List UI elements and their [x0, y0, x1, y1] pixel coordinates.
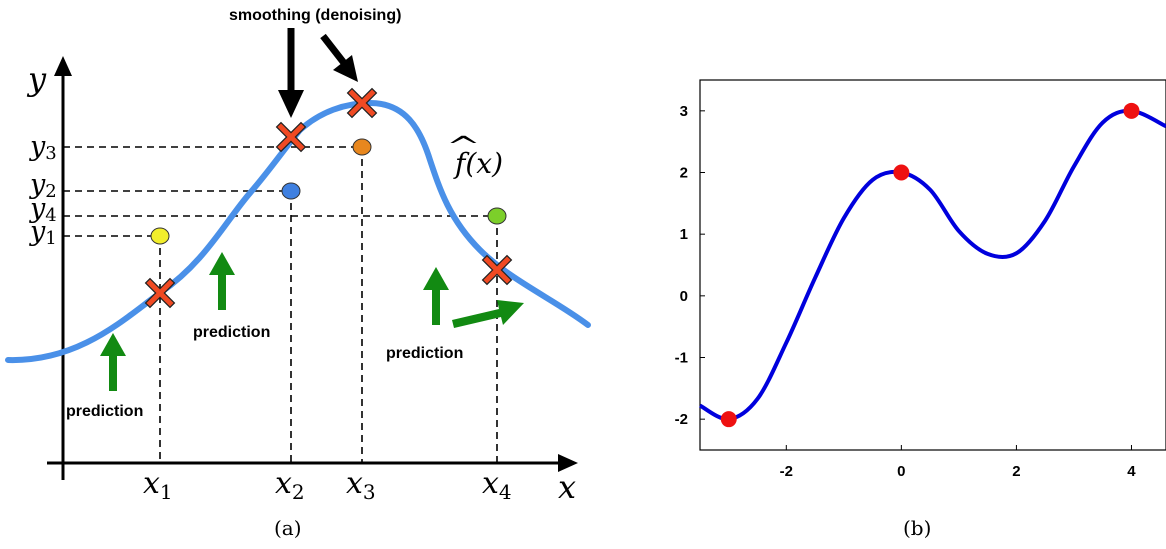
prediction-label-2: prediction	[193, 324, 270, 341]
x1-label: x1	[143, 466, 173, 504]
x3-label: x3	[346, 466, 376, 504]
highlighted-point-2	[893, 164, 910, 181]
y-tick-label: -2	[675, 411, 688, 428]
smoothing-arrow-down-head	[278, 90, 304, 118]
observation-y1	[150, 227, 170, 245]
x-axis-label: x	[558, 468, 576, 506]
y-tick-label: 1	[680, 226, 688, 243]
highlighted-points	[720, 102, 1140, 428]
caption-b: (b)	[903, 516, 931, 540]
x-tick-label: 4	[1127, 463, 1136, 480]
tick-labels: -2 0 2 4 3 2 1 0 -1 -2	[675, 103, 1137, 480]
smoothing-arrow-diagonal	[320, 33, 347, 66]
dashed-guides	[63, 146, 498, 463]
y-axis-label: y	[26, 60, 47, 98]
y1-label: y1	[29, 216, 57, 249]
tick-marks	[700, 110, 1132, 450]
x2-label: x2	[275, 466, 305, 504]
y-point-labels: y3 y2 y4 y1	[29, 131, 57, 249]
y3-label: y3	[29, 131, 57, 164]
curve-label: f(x)	[453, 147, 503, 180]
prediction-label-3: prediction	[386, 345, 463, 362]
smoothing-label: smoothing (denoising)	[229, 7, 401, 24]
x4-label: x4	[482, 466, 512, 504]
highlighted-point-3	[1123, 102, 1140, 119]
prediction-label-1: prediction	[66, 403, 143, 420]
smoothed-cross-1	[144, 277, 176, 309]
y-tick-label: 3	[680, 103, 688, 120]
prediction-arrow-3	[423, 267, 449, 325]
x-tick-label: 0	[897, 463, 905, 480]
y-tick-label: 0	[680, 288, 688, 305]
prediction-arrow-4	[452, 300, 524, 328]
observation-y4	[487, 207, 507, 225]
prediction-arrow-2	[209, 252, 235, 310]
highlighted-point-1	[720, 411, 737, 428]
x-axis-arrowhead	[558, 454, 578, 472]
smoothed-cross-3	[346, 87, 378, 119]
series-line	[699, 108, 1166, 422]
y2-label: y2	[29, 169, 57, 202]
observation-y2	[281, 182, 301, 200]
smoothed-cross-4	[481, 254, 513, 286]
smoothed-cross-2	[275, 121, 307, 153]
x-point-labels: x1 x2 x3 x4	[143, 466, 512, 504]
caption-a: (a)	[274, 516, 302, 540]
curve-label-hat: ^	[446, 132, 481, 162]
panel-b: -2 0 2 4 3 2 1 0 -1 -2 (b)	[675, 79, 1166, 540]
smoothed-crosses	[144, 87, 513, 309]
y-tick-label: 2	[680, 165, 688, 182]
panel-a: y x f(x) ^ smoothing (den	[5, 7, 591, 540]
x-tick-label: 2	[1012, 463, 1020, 480]
observation-y3	[352, 138, 372, 156]
prediction-arrow-1	[100, 333, 126, 391]
smoothing-arrow-diagonal-head	[333, 55, 358, 82]
prediction-arrows	[100, 252, 524, 391]
y-axis-arrowhead	[54, 56, 72, 76]
plot-frame	[699, 79, 1166, 451]
y4-label: y4	[29, 193, 57, 226]
x-tick-label: -2	[780, 463, 793, 480]
y-tick-label: -1	[675, 350, 688, 367]
